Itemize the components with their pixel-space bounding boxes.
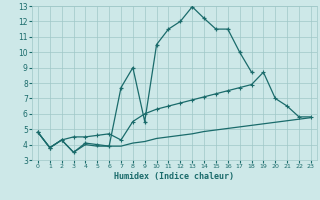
X-axis label: Humidex (Indice chaleur): Humidex (Indice chaleur)	[115, 172, 234, 181]
